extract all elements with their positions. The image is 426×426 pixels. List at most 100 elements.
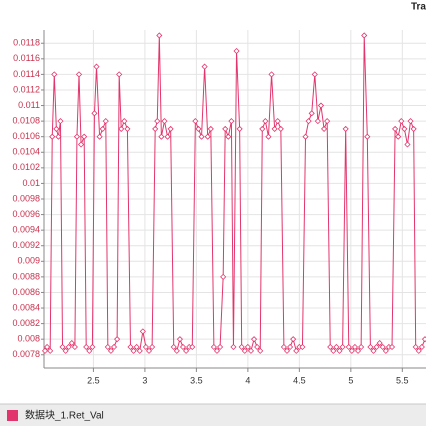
data-point	[71, 343, 78, 351]
y-tick-label: 0.0116	[13, 53, 40, 63]
data-point	[55, 133, 62, 140]
data-point	[161, 118, 168, 125]
data-point	[302, 133, 309, 140]
data-point	[228, 118, 235, 125]
data-point	[351, 343, 359, 351]
data-point	[336, 347, 343, 354]
data-point	[102, 118, 109, 125]
data-point	[149, 343, 156, 351]
data-point	[68, 340, 75, 347]
data-point	[324, 118, 331, 125]
data-point	[59, 343, 66, 351]
data-point	[204, 133, 211, 140]
data-point	[65, 343, 72, 351]
data-point	[327, 343, 334, 351]
data-point	[262, 118, 269, 125]
data-point	[311, 71, 318, 78]
data-point	[244, 343, 251, 351]
y-tick-label: 0.01	[22, 178, 40, 188]
data-point	[53, 125, 60, 132]
data-point	[299, 343, 306, 351]
data-point	[361, 32, 368, 39]
data-point	[136, 347, 143, 354]
data-point	[130, 347, 137, 354]
data-point	[173, 347, 180, 354]
y-tick-label: 0.009	[17, 256, 40, 266]
data-point	[192, 118, 199, 125]
data-point	[167, 125, 174, 132]
data-point	[75, 71, 83, 78]
data-point	[236, 125, 243, 132]
data-point	[41, 347, 49, 354]
data-point	[364, 133, 371, 140]
data-point	[308, 110, 315, 117]
data-point	[154, 118, 161, 125]
data-point	[401, 125, 408, 132]
data-point	[339, 343, 346, 351]
data-point	[247, 347, 255, 354]
data-point	[207, 125, 214, 132]
data-point	[114, 336, 121, 343]
y-tick-label: 0.0106	[12, 131, 40, 141]
data-point	[127, 343, 134, 351]
data-point	[158, 133, 165, 140]
data-point	[395, 133, 402, 140]
data-point	[259, 125, 266, 132]
data-point	[73, 133, 81, 140]
data-point	[342, 125, 349, 132]
data-point	[116, 71, 123, 78]
data-point	[104, 343, 111, 351]
data-point	[96, 133, 103, 140]
y-tick-label: 0.0114	[13, 69, 40, 79]
y-tick-label: 0.0082	[12, 318, 40, 328]
data-point	[348, 347, 355, 354]
data-point	[268, 71, 275, 78]
y-tick-label: 0.0098	[12, 193, 40, 203]
x-tick-label: 3.5	[190, 375, 203, 385]
data-point	[280, 343, 287, 351]
legend-swatch	[7, 410, 18, 421]
data-point	[164, 133, 171, 140]
data-point	[410, 125, 417, 132]
y-tick-label: 0.0108	[12, 115, 40, 125]
data-point	[277, 125, 284, 132]
data-point	[217, 343, 224, 351]
data-point	[358, 343, 365, 351]
data-point	[220, 273, 227, 280]
x-tick-label: 4	[245, 375, 250, 385]
data-point	[333, 343, 340, 351]
data-point	[225, 133, 232, 140]
data-point	[382, 347, 389, 354]
data-point	[183, 347, 190, 354]
data-point	[195, 125, 202, 132]
y-tick-label: 0.0078	[12, 349, 40, 359]
data-point	[142, 343, 150, 351]
x-tick-label: 4.5	[293, 375, 306, 385]
data-point	[392, 125, 399, 132]
data-point	[201, 63, 208, 70]
data-point	[213, 347, 221, 354]
data-point	[354, 347, 362, 354]
y-tick-label: 0.0118	[13, 38, 40, 48]
data-point	[89, 343, 96, 351]
y-tick-label: 0.0088	[12, 271, 40, 281]
data-point	[376, 340, 383, 347]
data-point	[152, 125, 159, 132]
data-point	[373, 343, 380, 351]
data-point	[49, 133, 56, 140]
data-point	[81, 133, 88, 140]
data-point	[86, 347, 93, 354]
data-point	[317, 102, 325, 109]
data-point	[404, 141, 411, 148]
x-tick-label: 5	[348, 375, 353, 385]
data-point	[179, 343, 187, 351]
data-point	[198, 133, 205, 140]
data-point	[230, 343, 237, 351]
data-point	[274, 118, 281, 125]
data-point	[44, 343, 51, 351]
data-point	[83, 343, 90, 351]
data-point	[421, 336, 426, 343]
data-point	[330, 347, 337, 354]
